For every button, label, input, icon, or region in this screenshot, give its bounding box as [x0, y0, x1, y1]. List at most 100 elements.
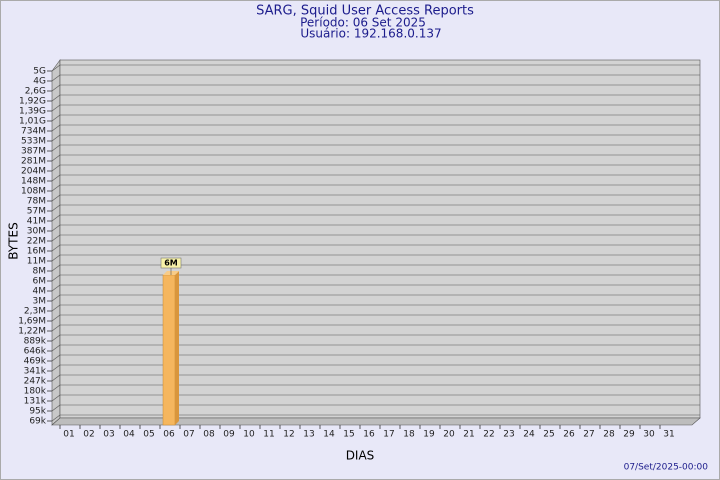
grid-line	[51, 364, 61, 372]
y-tick-label: 131k	[24, 397, 47, 407]
y-tick-label: 30M	[27, 227, 46, 237]
y-tick-label: 1,01G	[19, 117, 46, 127]
x-tick-label: 17	[383, 430, 394, 440]
y-tick-label: 281M	[21, 157, 46, 167]
x-tick-label: 19	[423, 430, 435, 440]
grid-line	[51, 354, 61, 362]
y-tick-label: 646k	[24, 347, 47, 357]
chart-subtitle: Período: 06 Set 2025	[300, 16, 426, 30]
grid-line	[51, 114, 61, 122]
y-tick-label: 8M	[33, 267, 47, 277]
y-tick-label: 533M	[21, 137, 46, 147]
x-tick-label: 02	[83, 430, 94, 440]
y-tick-label: 16M	[27, 247, 46, 257]
x-tick-label: 20	[443, 430, 455, 440]
chart-subtitle: Usuário: 192.168.0.137	[300, 27, 441, 41]
y-tick-label: 341k	[24, 367, 47, 377]
grid-line	[51, 104, 61, 112]
y-tick-label: 3M	[33, 297, 47, 307]
chart-title: SARG, Squid User Access Reports	[256, 4, 474, 19]
x-tick-label: 04	[123, 430, 135, 440]
x-tick-label: 05	[143, 430, 154, 440]
y-tick-label: 57M	[27, 207, 46, 217]
y-tick-label: 1,39G	[19, 107, 46, 117]
value-label: 6M	[164, 259, 178, 268]
x-tick-label: 08	[203, 430, 215, 440]
y-tick-label: 69k	[29, 417, 46, 427]
grid-line	[51, 324, 61, 332]
x-tick-label: 07	[183, 430, 194, 440]
grid-line	[51, 184, 61, 192]
y-tick-label: 2,3M	[24, 307, 46, 317]
x-tick-label: 27	[583, 430, 594, 440]
grid-line	[51, 374, 61, 382]
floor	[51, 417, 701, 426]
x-tick-label: 12	[283, 430, 294, 440]
x-tick-label: 28	[603, 430, 615, 440]
y-tick-label: 6M	[33, 277, 47, 287]
grid-line	[51, 294, 61, 302]
grid-line	[51, 274, 61, 282]
x-tick-label: 16	[363, 430, 375, 440]
x-tick-label: 09	[223, 430, 235, 440]
grid-line	[51, 414, 61, 422]
grid-line	[51, 124, 61, 132]
grid-line	[51, 164, 61, 172]
grid-line	[51, 64, 61, 72]
x-tick-label: 24	[523, 430, 535, 440]
grid-line	[51, 84, 61, 92]
footer: 07/Set/2025-00:00	[624, 463, 709, 473]
grid-line	[51, 154, 61, 162]
y-axis-title: BYTES	[7, 222, 21, 259]
bar	[162, 274, 176, 426]
x-tick-label: 26	[563, 430, 575, 440]
x-tick-label: 30	[643, 430, 655, 440]
y-tick-label: 1,92G	[19, 97, 46, 107]
y-tick-label: 22M	[27, 237, 46, 247]
y-tick-label: 247k	[24, 377, 47, 387]
x-tick-label: 18	[403, 430, 415, 440]
y-tick-label: 889k	[24, 337, 47, 347]
x-tick-label: 10	[243, 430, 255, 440]
x-tick-label: 25	[543, 430, 554, 440]
grid-line	[51, 204, 61, 212]
y-tick-label: 204M	[21, 167, 46, 177]
y-tick-label: 469k	[24, 357, 47, 367]
y-tick-label: 95k	[29, 407, 46, 417]
grid-line	[51, 304, 61, 312]
x-tick-label: 03	[103, 430, 114, 440]
y-tick-label: 5G	[33, 67, 46, 77]
x-axis-title: DIAS	[346, 449, 375, 463]
x-tick-label: 29	[623, 430, 635, 440]
y-tick-label: 41M	[27, 217, 46, 227]
x-tick-label: 21	[463, 430, 474, 440]
x-tick-label: 15	[343, 430, 354, 440]
grid-line	[51, 174, 61, 182]
y-tick-label: 148M	[21, 177, 46, 187]
bar-side	[175, 271, 179, 425]
y-tick-label: 1,22M	[18, 327, 46, 337]
grid-line	[51, 394, 61, 402]
grid-line	[51, 234, 61, 242]
grid-line	[51, 264, 61, 272]
grid-line	[51, 254, 61, 262]
x-tick-label: 22	[483, 430, 494, 440]
y-tick-label: 4G	[33, 77, 46, 87]
x-tick-label: 11	[263, 430, 274, 440]
grid-line	[51, 224, 61, 232]
y-tick-label: 387M	[21, 147, 46, 157]
grid-line	[51, 314, 61, 322]
grid-line	[51, 244, 61, 252]
y-tick-label: 11M	[27, 257, 46, 267]
x-tick-label: 06	[163, 430, 175, 440]
x-tick-label: 13	[303, 430, 314, 440]
grid-line	[51, 144, 61, 152]
x-tick-label: 14	[323, 430, 335, 440]
x-tick-label: 01	[63, 430, 74, 440]
grid-line	[51, 194, 61, 202]
plot-area	[59, 59, 701, 419]
grid-line	[51, 384, 61, 392]
grid-line	[51, 94, 61, 102]
grid-line	[51, 214, 61, 222]
